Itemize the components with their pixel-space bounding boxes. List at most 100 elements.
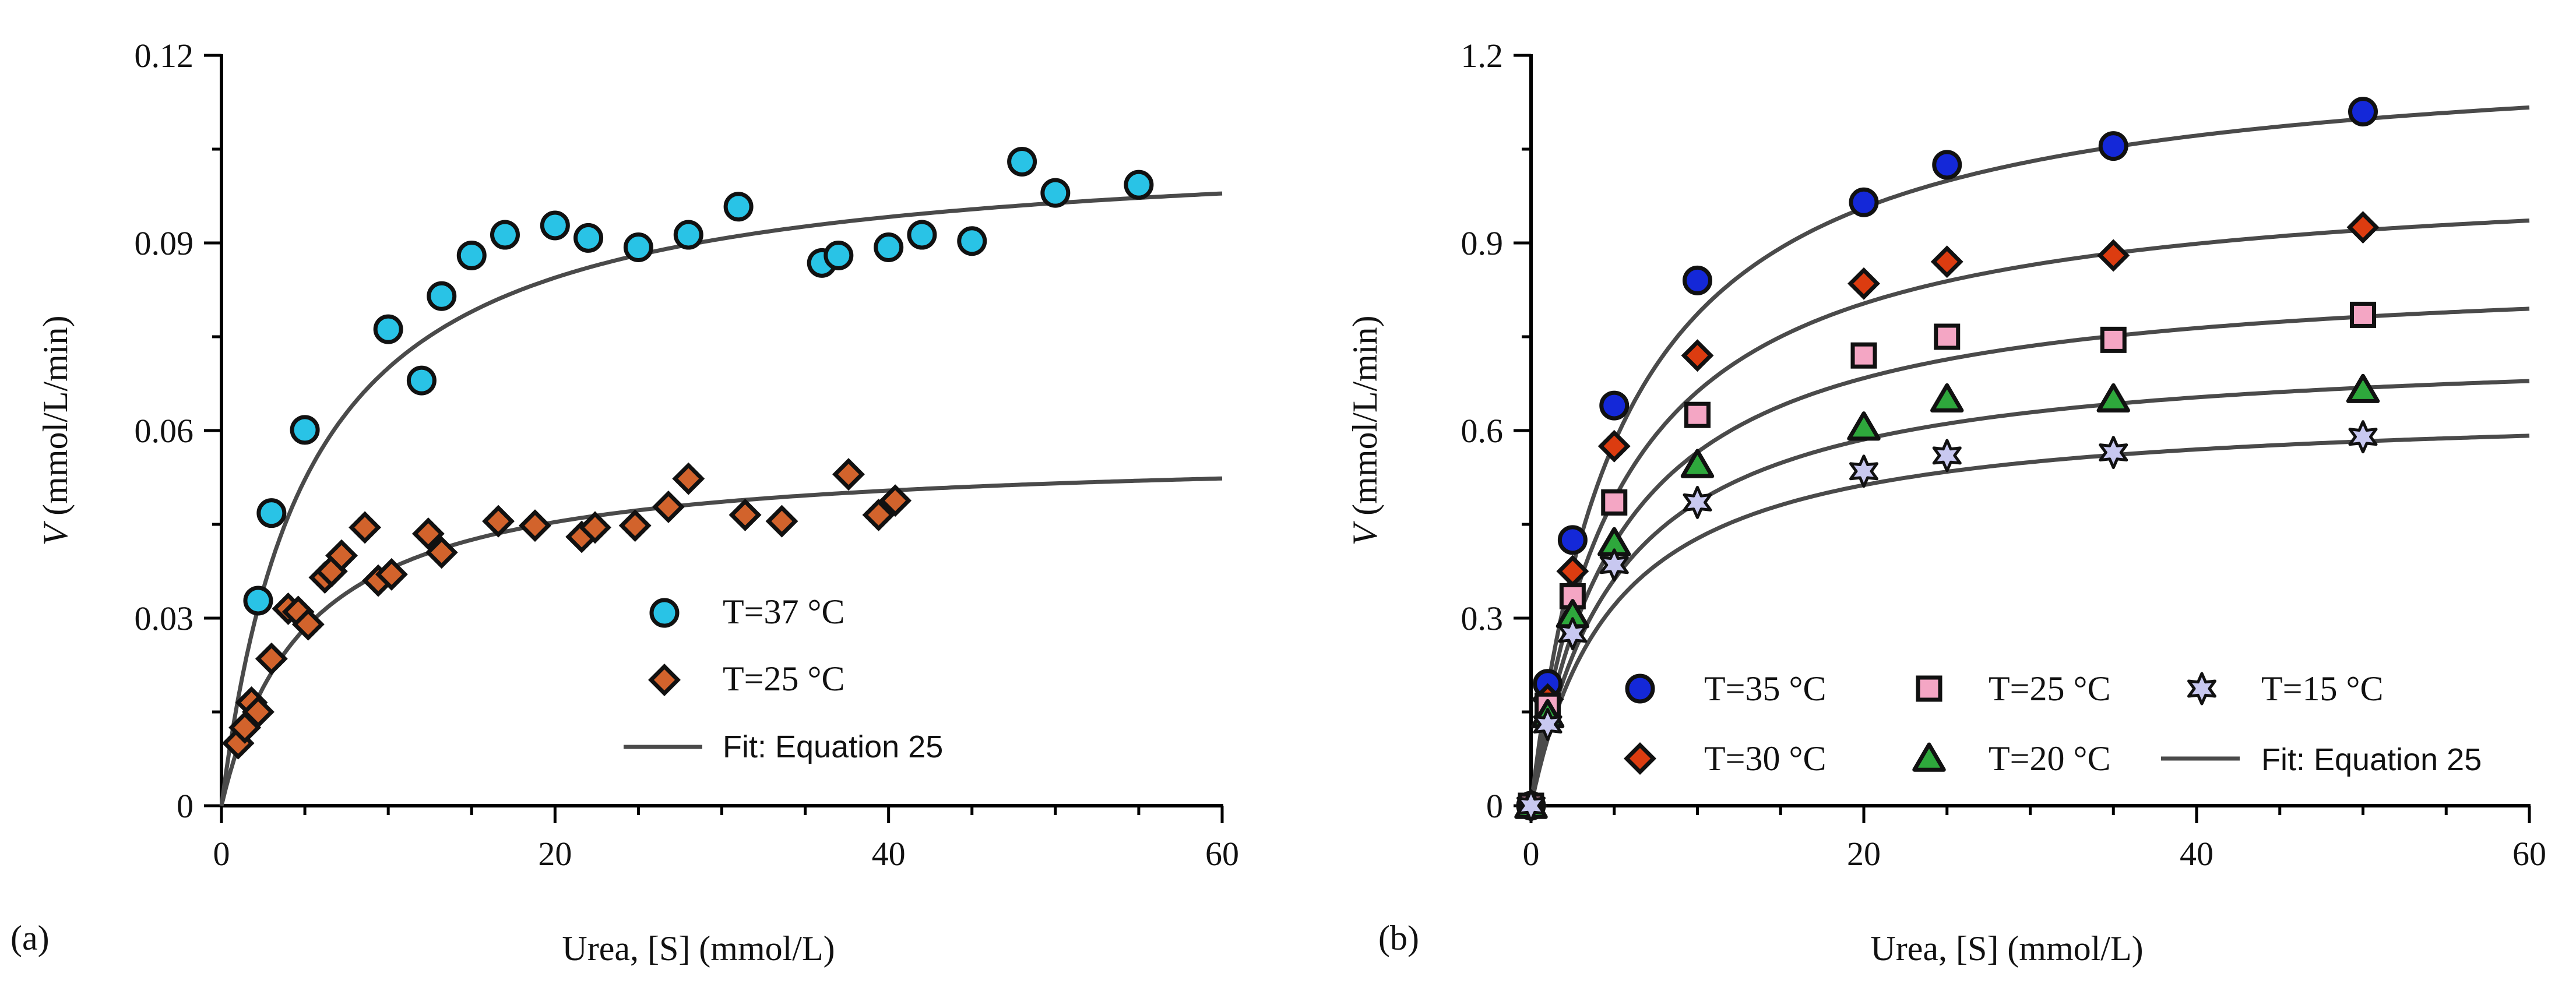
data-point-diamond <box>242 696 275 728</box>
data-point-square <box>1601 489 1628 516</box>
data-point-circle <box>573 223 604 253</box>
y-tick-label: 0.09 <box>135 224 194 262</box>
data-point-diamond <box>375 558 408 591</box>
legend-label: Fit: Equation 25 <box>2261 742 2482 777</box>
legend-marker-triangle <box>1912 742 1946 772</box>
data-point-triangle <box>1847 411 1881 441</box>
y-axis-title-units: (mmol/L/min) <box>36 316 75 524</box>
data-point-circle <box>456 240 487 270</box>
data-point-diamond <box>349 511 382 544</box>
data-point-diamond <box>765 505 798 538</box>
data-point-diamond <box>1930 245 1963 278</box>
data-point-star <box>2348 420 2378 454</box>
data-point-diamond <box>729 498 762 531</box>
y-axis-title-symbol: V <box>36 520 75 545</box>
data-point-star <box>1533 708 1563 741</box>
legend: T=37 °C T=25 °C Fit: Equation 25 <box>624 593 943 764</box>
data-point-diamond <box>652 490 685 523</box>
data-point-star <box>1932 439 1962 472</box>
data-point-circle <box>540 210 570 241</box>
data-point-diamond <box>1681 339 1714 372</box>
x-tick-label: 40 <box>2180 835 2213 873</box>
legend-label: T=37 °C <box>723 593 845 631</box>
data-point-diamond <box>519 509 551 542</box>
legend-label: T=30 °C <box>1704 739 1827 778</box>
data-point-square <box>2350 301 2376 328</box>
data-point-diamond <box>862 498 895 531</box>
data-point-diamond <box>482 505 515 538</box>
data-point-triangle <box>2346 373 2380 403</box>
legend-marker-diamond <box>1624 742 1656 775</box>
x-tick-label: 60 <box>2512 835 2546 873</box>
x-axis-title: Urea, [S] (mmol/L) <box>1870 929 2143 968</box>
data-point-circle <box>723 192 754 222</box>
data-point-star <box>1849 454 1878 488</box>
data-point-circle <box>1683 265 1712 295</box>
data-point-circle <box>824 240 854 270</box>
chart-panel-a: 0 20 40 60 0 0.03 0.06 0.09 0.12 Urea, [S] (mmol/… <box>10 37 1239 968</box>
data-point-diamond <box>672 462 705 495</box>
y-axis-title-units: (mmol/L/min) <box>1346 316 1384 524</box>
x-tick-label: 20 <box>1847 835 1881 873</box>
data-point-circle <box>1124 170 1154 200</box>
data-point-diamond <box>255 642 288 675</box>
data-point-square <box>1684 401 1711 428</box>
legend-marker-diamond <box>648 664 681 696</box>
data-point-star <box>1683 485 1712 519</box>
data-point-circle <box>623 232 653 263</box>
series-diamond <box>1515 211 2380 822</box>
data-point-circle <box>957 226 987 256</box>
x-tick-label: 60 <box>1205 835 1239 873</box>
data-point-square <box>1850 342 1877 369</box>
data-point-diamond <box>291 608 325 641</box>
data-point-star <box>2099 436 2128 470</box>
data-point-circle <box>2098 131 2128 161</box>
data-point-circle <box>1849 187 1879 217</box>
fit-curve-3 <box>1529 306 2530 806</box>
data-point-circle <box>1007 146 1037 177</box>
data-point-circle <box>2348 97 2378 127</box>
y-tick-label: 0.06 <box>135 412 194 450</box>
data-point-circle <box>406 365 437 396</box>
data-point-circle <box>1599 390 1630 421</box>
legend-label: T=25 °C <box>723 660 845 698</box>
data-point-diamond <box>1597 429 1631 463</box>
fit-curve-1 <box>219 191 1223 806</box>
y-axis-title: V (mmol/L/min) <box>36 316 75 546</box>
y-tick-label: 0 <box>177 787 193 825</box>
chart-panel-b: 0 20 40 60 0 0.3 0.6 0.9 1.2 Urea, [S] (mmol/L) V … <box>1346 37 2546 968</box>
legend-label: T=25 °C <box>1989 669 2111 708</box>
data-point-circle <box>256 498 287 528</box>
y-tick-label: 0.3 <box>1461 599 1504 637</box>
data-point-circle <box>373 314 403 344</box>
series-star <box>1516 420 2378 823</box>
data-point-star <box>1558 617 1588 651</box>
y-tick-label: 0.9 <box>1461 224 1504 262</box>
data-point-diamond <box>579 511 611 544</box>
data-point-star <box>1599 548 1629 582</box>
series-circle <box>243 146 1154 616</box>
data-point-diamond <box>411 517 445 551</box>
legend-label: T=20 °C <box>1989 739 2111 778</box>
legend-label: Fit: Equation 25 <box>723 729 943 764</box>
data-point-diamond <box>425 536 458 569</box>
y-tick-label: 0 <box>1486 787 1503 825</box>
data-point-triangle <box>2096 383 2130 413</box>
x-tick-label: 40 <box>872 835 906 873</box>
data-point-circle <box>874 232 904 263</box>
panel-label: (b) <box>1378 919 1419 957</box>
data-point-circle <box>290 415 320 445</box>
x-tick-label: 0 <box>1523 835 1540 873</box>
data-point-diamond <box>1847 267 1880 300</box>
y-tick-label: 1.2 <box>1461 37 1504 75</box>
data-point-star <box>1516 789 1546 823</box>
legend-marker-circle <box>1625 673 1655 704</box>
panel-label: (a) <box>10 919 50 957</box>
legend-label: T=35 °C <box>1704 669 1827 708</box>
data-point-circle <box>1040 178 1071 208</box>
data-point-triangle <box>1680 449 1715 478</box>
x-axis-title: Urea, [S] (mmol/L) <box>562 929 835 968</box>
data-point-triangle <box>1930 383 1964 413</box>
data-point-diamond <box>325 539 358 572</box>
